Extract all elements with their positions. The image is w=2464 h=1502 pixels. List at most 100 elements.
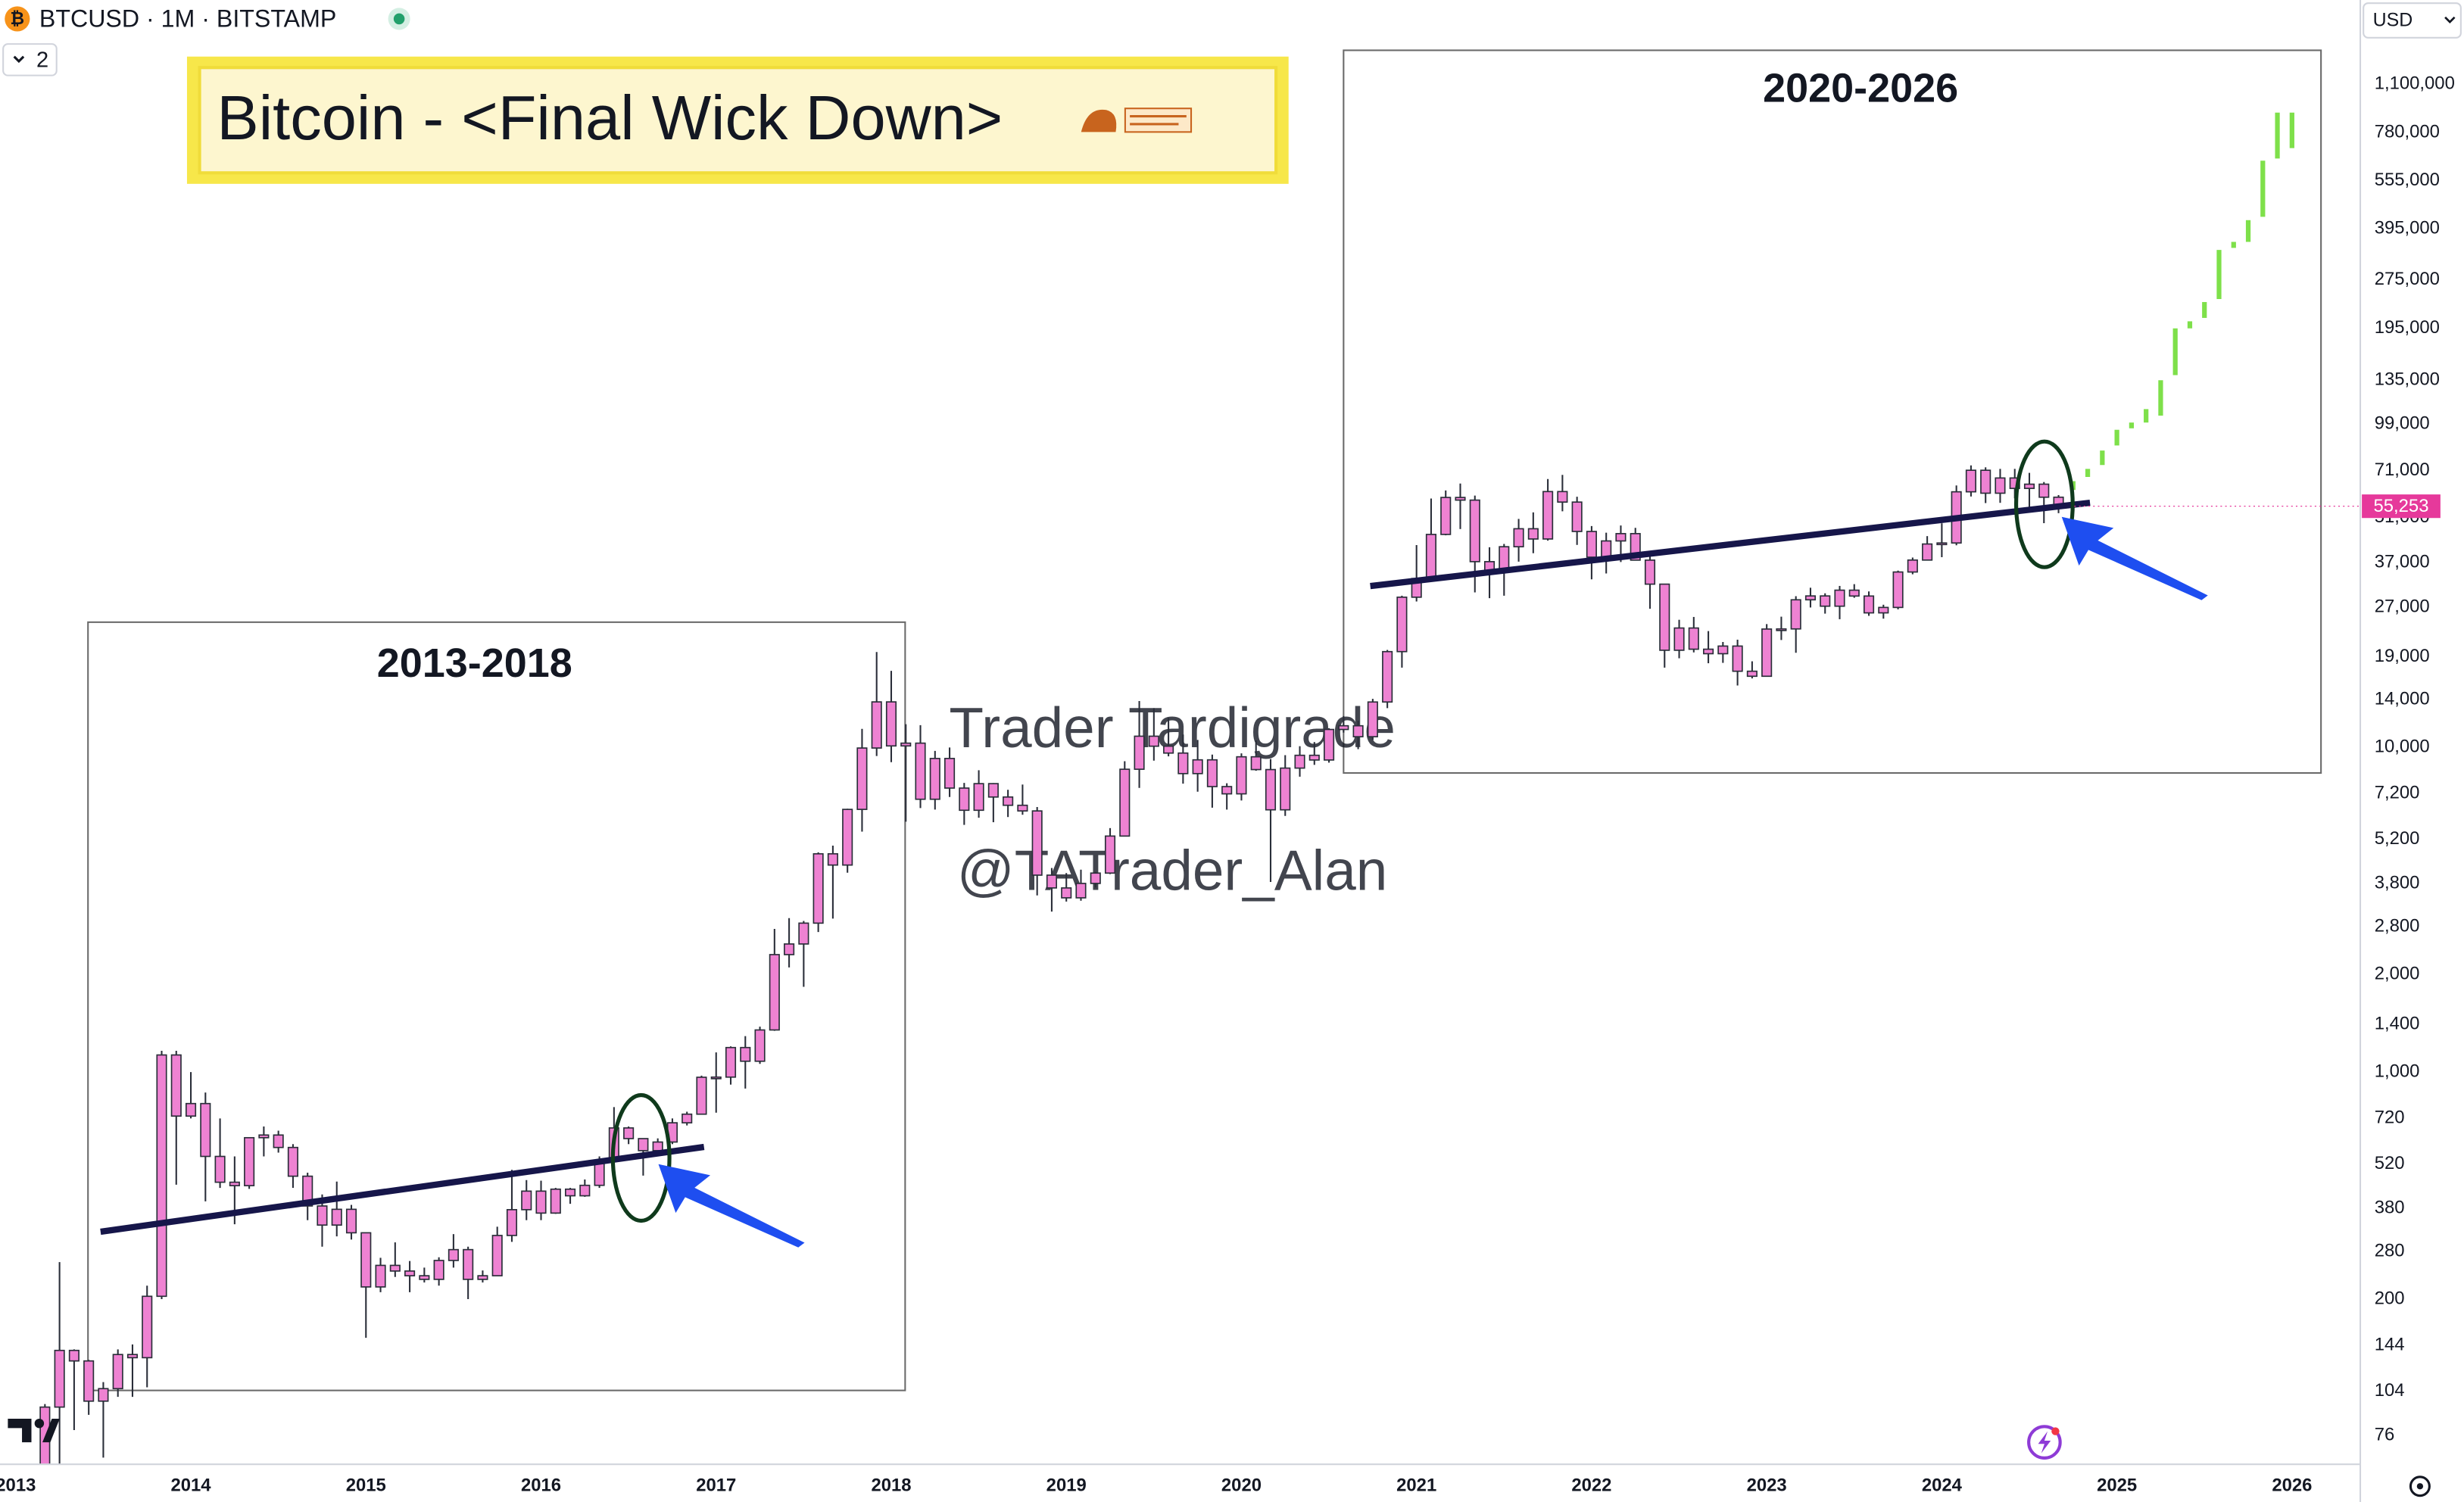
- candle-body: [1236, 756, 1247, 795]
- trendline: [100, 1143, 705, 1236]
- candle-body: [477, 1275, 488, 1280]
- candle-body: [244, 1136, 255, 1186]
- y-tick-label: 7,200: [2375, 783, 2420, 803]
- candle-body: [929, 758, 940, 800]
- candle-body: [638, 1138, 649, 1151]
- watermark: @TATrader_Alan: [957, 839, 1387, 902]
- arrow: [2061, 516, 2208, 600]
- candle-body: [1746, 670, 1758, 678]
- candle-body: [1776, 628, 1787, 631]
- candle-body: [812, 852, 824, 924]
- range-box: [1343, 49, 2322, 774]
- y-tick-label: 780,000: [2375, 122, 2440, 142]
- y-tick-label: 14,000: [2375, 689, 2430, 709]
- candle-body: [331, 1208, 342, 1226]
- candle-body: [959, 787, 970, 812]
- currency-label[interactable]: USD: [2373, 10, 2413, 31]
- highlight-ellipse: [610, 1092, 672, 1223]
- candle-body: [740, 1046, 751, 1062]
- candle-body: [1192, 759, 1203, 774]
- candle-body: [1031, 810, 1043, 876]
- y-tick-label: 135,000: [2375, 369, 2440, 390]
- candle-body: [1804, 595, 1817, 601]
- x-tick-label: 2024: [1922, 1476, 1963, 1496]
- y-tick-label: 380: [2375, 1198, 2405, 1218]
- candle-body: [915, 742, 926, 800]
- candle-body: [1732, 645, 1743, 672]
- x-tick-label: 2015: [346, 1476, 386, 1496]
- candle-body: [1308, 754, 1320, 761]
- candle-body: [550, 1188, 561, 1214]
- candle-body: [1396, 597, 1408, 653]
- candle-body: [491, 1235, 503, 1276]
- symbol-icon-glyph: ₿: [11, 8, 25, 28]
- candle-body: [1615, 533, 1627, 542]
- candle-body: [287, 1146, 298, 1177]
- candle-body: [375, 1264, 386, 1288]
- candle-body: [360, 1232, 372, 1288]
- candle-body: [1163, 745, 1174, 754]
- x-tick-label: 2016: [521, 1476, 561, 1496]
- author-logo: [1081, 108, 1193, 133]
- candle-body: [1338, 725, 1349, 731]
- x-tick-label: 2013: [0, 1476, 36, 1496]
- candle-body: [1061, 887, 1072, 899]
- candle-body: [419, 1275, 430, 1280]
- candle-body: [973, 783, 984, 812]
- candle-body: [535, 1190, 547, 1214]
- candle-body: [1527, 528, 1539, 540]
- candle-body: [1280, 767, 1291, 811]
- y-tick-label: 5,200: [2375, 828, 2420, 849]
- y-tick-label: 104: [2375, 1380, 2405, 1401]
- candle-body: [842, 809, 853, 866]
- x-tick-label: 2021: [1396, 1476, 1436, 1496]
- layout-count[interactable]: 2: [36, 48, 48, 73]
- x-tick-label: 2018: [871, 1476, 911, 1496]
- candle-body: [1601, 540, 1612, 558]
- y-tick-label: 10,000: [2375, 736, 2430, 756]
- candle-body: [1017, 804, 1028, 812]
- candle-body: [1265, 768, 1277, 811]
- candle-body: [1761, 628, 1773, 678]
- layout-button[interactable]: [2, 43, 58, 76]
- candle-body: [987, 783, 999, 798]
- candle-body: [2038, 483, 2050, 498]
- candle-body: [1892, 571, 1904, 609]
- candle-body: [623, 1127, 635, 1139]
- symbol-label[interactable]: BTCUSD · 1M · BITSTAMP: [39, 5, 336, 33]
- chevron: [13, 55, 25, 64]
- candle-body: [1352, 725, 1364, 737]
- y-tick-label: 71,000: [2375, 460, 2430, 480]
- candle-body: [754, 1029, 766, 1062]
- candle-body: [1075, 883, 1087, 899]
- y-tick-label: 1,000: [2375, 1061, 2420, 1081]
- market-status-dot: [393, 13, 405, 25]
- candle-body: [1673, 627, 1685, 651]
- y-tick-label: 1,400: [2375, 1014, 2420, 1034]
- candle-body: [83, 1360, 95, 1402]
- y-tick-label: 555,000: [2375, 170, 2440, 190]
- candle-body: [1425, 534, 1437, 579]
- y-tick-label: 520: [2375, 1153, 2405, 1173]
- candle-body: [784, 943, 795, 955]
- candle-body: [1586, 531, 1597, 558]
- y-tick-label: 99,000: [2375, 413, 2430, 433]
- candle-body: [433, 1260, 444, 1280]
- candle-body: [1221, 786, 1233, 795]
- candle-body: [1965, 469, 1976, 493]
- candle-body: [1922, 543, 1933, 561]
- settings-icon-center: [2416, 1483, 2424, 1490]
- x-tick-label: 2026: [2272, 1476, 2312, 1496]
- candle-body: [1936, 542, 1948, 546]
- candle-body: [856, 747, 868, 810]
- candle-body: [579, 1184, 591, 1197]
- candle-body: [944, 758, 956, 789]
- candle-body: [1003, 796, 1014, 806]
- symbol-icon: [5, 6, 30, 32]
- settings-icon[interactable]: [2409, 1476, 2431, 1497]
- candle-body: [1148, 735, 1159, 747]
- candle-body: [1848, 589, 1860, 597]
- currency-button[interactable]: [2363, 2, 2462, 39]
- candle-body: [1659, 583, 1670, 651]
